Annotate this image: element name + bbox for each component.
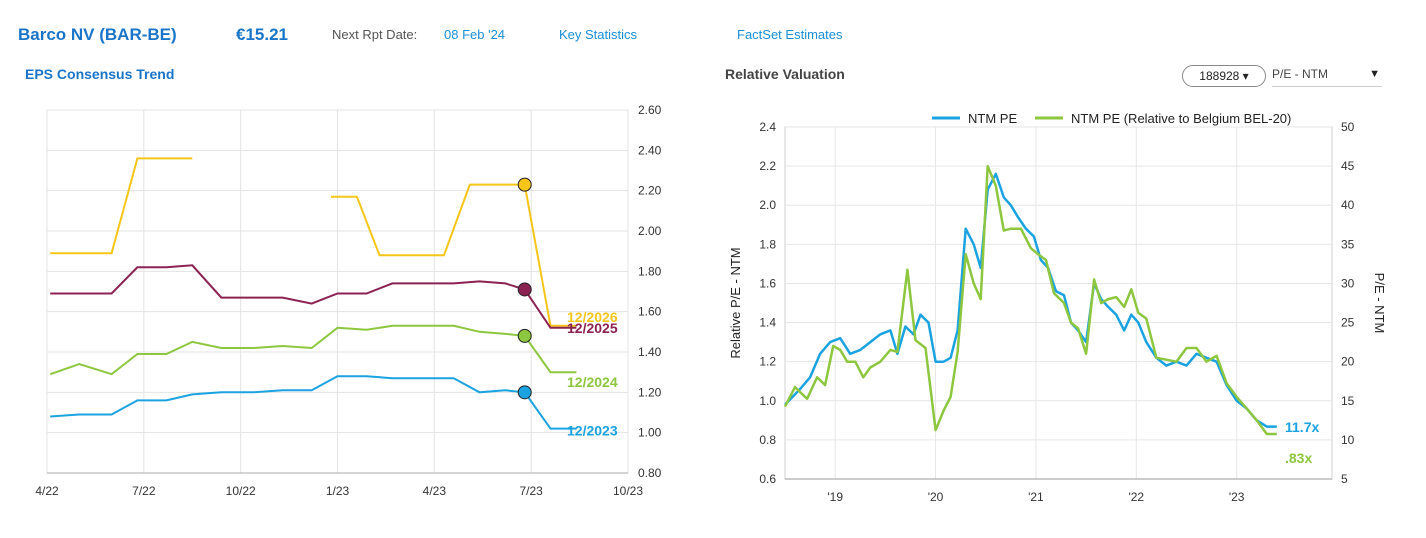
legend-ntm-pe-relative: NTM PE (Relative to Belgium BEL-20) bbox=[1071, 111, 1291, 126]
series-end-label: 12/2023 bbox=[567, 423, 618, 439]
right-tick-label: 10 bbox=[1341, 433, 1355, 447]
series-end-label: 12/2025 bbox=[567, 320, 618, 336]
y-tick-label: 0.80 bbox=[638, 466, 662, 480]
key-statistics-link[interactable]: Key Statistics bbox=[559, 27, 638, 42]
series-end-label: 12/2024 bbox=[567, 374, 618, 390]
series-marker bbox=[517, 177, 532, 192]
left-tick-label: 2.4 bbox=[759, 120, 776, 134]
series-end-label: .83x bbox=[1285, 450, 1312, 466]
right-tick-label: 40 bbox=[1341, 198, 1355, 212]
next-report-label: Next Rpt Date: bbox=[332, 27, 418, 42]
series-line-12-2023 bbox=[50, 375, 577, 430]
legend-ntm-pe: NTM PE bbox=[968, 111, 1017, 126]
plot-area bbox=[784, 126, 1333, 480]
left-tick-label: 2.0 bbox=[759, 198, 776, 212]
x-tick-label: 10/23 bbox=[613, 484, 643, 498]
y-tick-label: 2.20 bbox=[638, 184, 662, 198]
metric-select-value: P/E - NTM bbox=[1272, 67, 1328, 81]
x-tick-label: 4/22 bbox=[35, 484, 59, 498]
x-tick-label: 7/23 bbox=[519, 484, 543, 498]
x-tick-label: '23 bbox=[1229, 490, 1245, 504]
series-marker bbox=[517, 385, 532, 400]
series-end-label: 12/2026 bbox=[567, 309, 618, 325]
y-tick-label: 1.60 bbox=[638, 305, 662, 319]
y-tick-label: 1.80 bbox=[638, 264, 662, 278]
eps-consensus-chart: 2.60 2.40 2.20 2.00 1.80 1.60 1.40 1.20 1.00 0.80… bbox=[35, 103, 662, 498]
y-tick-label: 1.20 bbox=[638, 385, 662, 399]
company-name[interactable]: Barco NV (BAR-BE) bbox=[18, 25, 177, 44]
series-line-12-2026 bbox=[50, 157, 193, 255]
x-tick-label: '20 bbox=[928, 490, 944, 504]
right-tick-label: 20 bbox=[1341, 355, 1355, 369]
x-tick-label: '21 bbox=[1028, 490, 1044, 504]
metric-select[interactable]: P/E - NTM ▼ bbox=[1272, 62, 1382, 87]
series-end-label: 11.7x bbox=[1285, 419, 1319, 435]
x-tick-label: 7/22 bbox=[132, 484, 156, 498]
x-tick-label: 1/23 bbox=[326, 484, 350, 498]
y-tick-label: 2.40 bbox=[638, 143, 662, 157]
left-tick-label: 0.6 bbox=[759, 472, 776, 486]
stock-price: €15.21 bbox=[236, 25, 288, 44]
right-tick-label: 30 bbox=[1341, 276, 1355, 290]
relative-valuation-chart: 2.4 2.2 2.0 1.8 1.6 1.4 1.2 1.0 0.8 0.6 50 45 40 35 30… bbox=[728, 111, 1387, 504]
right-tick-label: 45 bbox=[1341, 159, 1355, 173]
factset-estimates-link[interactable]: FactSet Estimates bbox=[737, 27, 843, 42]
left-tick-label: 1.2 bbox=[759, 355, 776, 369]
right-tick-label: 15 bbox=[1341, 394, 1355, 408]
ticker-dropdown-button[interactable]: 188928 ▾ bbox=[1182, 65, 1266, 87]
next-report-date: 08 Feb '24 bbox=[444, 27, 506, 42]
left-tick-label: 0.8 bbox=[759, 433, 776, 447]
series-line-12-2025 bbox=[50, 264, 577, 329]
series-line bbox=[783, 164, 1277, 436]
right-tick-label: 25 bbox=[1341, 316, 1355, 330]
y-tick-label: 1.40 bbox=[638, 345, 662, 359]
left-tick-label: 2.2 bbox=[759, 159, 776, 173]
y-tick-label: 2.60 bbox=[638, 103, 662, 117]
chevron-down-icon: ▼ bbox=[1369, 68, 1380, 80]
left-tick-label: 1.8 bbox=[759, 237, 776, 251]
eps-consensus-title: EPS Consensus Trend bbox=[25, 66, 175, 82]
right-tick-label: 50 bbox=[1341, 120, 1355, 134]
y-tick-label: 2.00 bbox=[638, 224, 662, 238]
x-tick-label: '19 bbox=[827, 490, 843, 504]
right-tick-label: 35 bbox=[1341, 237, 1355, 251]
left-tick-label: 1.4 bbox=[759, 316, 776, 330]
series-line bbox=[784, 172, 1277, 428]
left-tick-label: 1.6 bbox=[759, 276, 776, 290]
series-marker bbox=[517, 282, 532, 297]
relative-valuation-title: Relative Valuation bbox=[725, 66, 845, 82]
series-line-12-2026 bbox=[331, 183, 577, 327]
series-line-12-2024 bbox=[49, 324, 577, 376]
series-marker bbox=[517, 328, 532, 343]
left-tick-label: 1.0 bbox=[759, 394, 776, 408]
right-tick-label: 5 bbox=[1341, 472, 1348, 486]
x-tick-label: 10/22 bbox=[226, 484, 256, 498]
right-axis-label: P/E - NTM bbox=[1372, 273, 1387, 334]
y-tick-label: 1.00 bbox=[638, 426, 662, 440]
x-tick-label: '22 bbox=[1128, 490, 1144, 504]
x-tick-label: 4/23 bbox=[423, 484, 447, 498]
left-axis-label: Relative P/E - NTM bbox=[728, 247, 743, 358]
